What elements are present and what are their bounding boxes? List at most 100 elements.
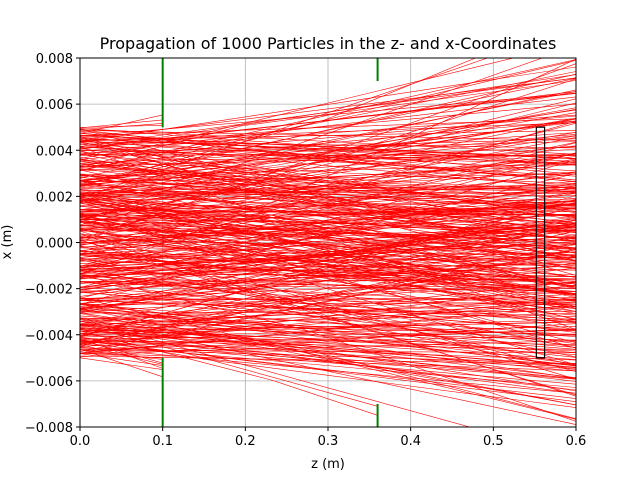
particle-trajectory <box>80 184 576 194</box>
particle-trajectory <box>80 335 576 345</box>
x-tick-label: 0.3 <box>318 434 339 449</box>
particle-trajectory <box>80 337 163 369</box>
particle-trajectory <box>80 74 576 150</box>
overlays <box>161 58 546 427</box>
particle-trajectory <box>80 184 576 205</box>
x-tick-label: 0.2 <box>235 434 256 449</box>
particle-trajectory <box>80 114 576 152</box>
y-tick-label: −0.004 <box>25 329 73 344</box>
particle-trajectory <box>80 196 576 309</box>
particle-trajectory <box>80 257 576 358</box>
particle-trajectory <box>80 253 576 277</box>
particle-trajectory <box>80 146 576 168</box>
particle-trajectory <box>80 107 576 198</box>
particle-trajectory <box>80 355 576 365</box>
particle-trajectory <box>80 340 576 380</box>
particle-trajectory <box>80 66 576 143</box>
particle-trajectory <box>80 164 576 190</box>
particle-trajectory <box>80 120 576 187</box>
particle-trajectory <box>80 250 576 285</box>
particle-trajectory <box>80 165 576 199</box>
particle-trajectory <box>80 141 576 156</box>
particle-trajectory <box>80 168 576 191</box>
particle-trajectory <box>80 327 576 360</box>
particle-trajectory <box>80 224 576 325</box>
particle-trajectory <box>80 306 576 367</box>
y-tick-label: 0.000 <box>36 237 73 252</box>
particle-trajectory <box>80 130 576 141</box>
particle-trajectory <box>80 154 576 156</box>
particle-trajectory <box>80 201 576 217</box>
particle-trajectory <box>80 357 163 370</box>
particle-trajectory <box>80 267 576 371</box>
particle-trajectory <box>80 137 576 213</box>
particle-trajectory <box>80 222 576 311</box>
particle-trajectory <box>80 194 576 201</box>
trajectories <box>80 58 576 427</box>
x-tick-label: 0.5 <box>483 434 504 449</box>
particle-trajectory <box>80 304 576 379</box>
particle-trajectory <box>80 153 576 238</box>
particle-trajectory <box>80 135 576 189</box>
particle-trajectory <box>80 297 576 301</box>
particle-trajectory <box>80 245 576 372</box>
particle-trajectory <box>80 318 576 353</box>
particle-trajectory <box>80 225 576 336</box>
particle-trajectory <box>80 160 576 195</box>
particle-trajectory <box>80 112 576 187</box>
particle-trajectory <box>80 146 576 177</box>
particle-trajectory <box>80 333 576 391</box>
particle-trajectory <box>80 251 576 310</box>
particle-trajectory <box>80 274 576 316</box>
particle-trajectory <box>80 235 576 278</box>
particle-trajectory <box>80 346 576 394</box>
particle-trajectory <box>80 207 576 314</box>
particle-trajectory <box>80 215 576 231</box>
x-tick-label: 0.6 <box>566 434 587 449</box>
x-tick-label: 0.0 <box>70 434 91 449</box>
particle-trajectory <box>80 89 576 181</box>
particle-trajectory <box>80 219 576 227</box>
particle-trajectory <box>80 189 576 217</box>
particle-trajectory <box>80 158 576 220</box>
particle-trajectory <box>80 310 576 350</box>
chart-title: Propagation of 1000 Particles in the z- … <box>100 34 557 53</box>
particle-trajectory <box>80 119 163 129</box>
particle-trajectory <box>80 176 576 236</box>
particle-trajectory <box>80 325 576 355</box>
particle-trajectory <box>80 284 576 348</box>
particle-trajectory <box>80 281 576 289</box>
particle-trajectory <box>80 278 576 282</box>
particle-trajectory <box>80 347 576 385</box>
particle-trajectory <box>80 93 576 137</box>
particle-trajectory <box>80 198 576 212</box>
particle-trajectory <box>80 191 576 225</box>
particle-trajectory <box>80 323 576 372</box>
particle-trajectory <box>80 178 576 210</box>
y-axis-label: x (m) <box>0 225 15 260</box>
particle-trajectory <box>80 242 576 268</box>
particle-trajectory <box>80 218 576 244</box>
particle-trajectory <box>80 138 576 159</box>
particle-trajectory <box>80 173 576 183</box>
x-tick-label: 0.1 <box>152 434 173 449</box>
particle-trajectory <box>80 262 576 325</box>
particle-trajectory <box>80 217 576 259</box>
particle-trajectory <box>80 304 576 358</box>
y-tick-label: 0.008 <box>36 52 73 67</box>
y-tick-label: −0.006 <box>25 375 73 390</box>
particle-trajectory <box>80 125 163 128</box>
particle-trajectory <box>80 200 576 230</box>
particle-trajectory <box>80 340 576 399</box>
particle-trajectory <box>80 237 576 256</box>
particle-trajectory <box>80 179 576 288</box>
particle-trajectory <box>80 77 576 140</box>
axis-ticks: 0.0 0.1 0.2 0.3 0.4 0.5 0.6 0.008 0.006 0.004 0.00… <box>25 52 586 449</box>
particle-trajectory <box>80 298 576 336</box>
particle-trajectory <box>80 334 576 350</box>
particle-trajectory <box>80 209 576 261</box>
particle-trajectory <box>80 188 576 221</box>
particle-trajectory <box>80 259 576 366</box>
particle-trajectory <box>80 200 576 245</box>
particle-trajectory <box>80 103 576 149</box>
